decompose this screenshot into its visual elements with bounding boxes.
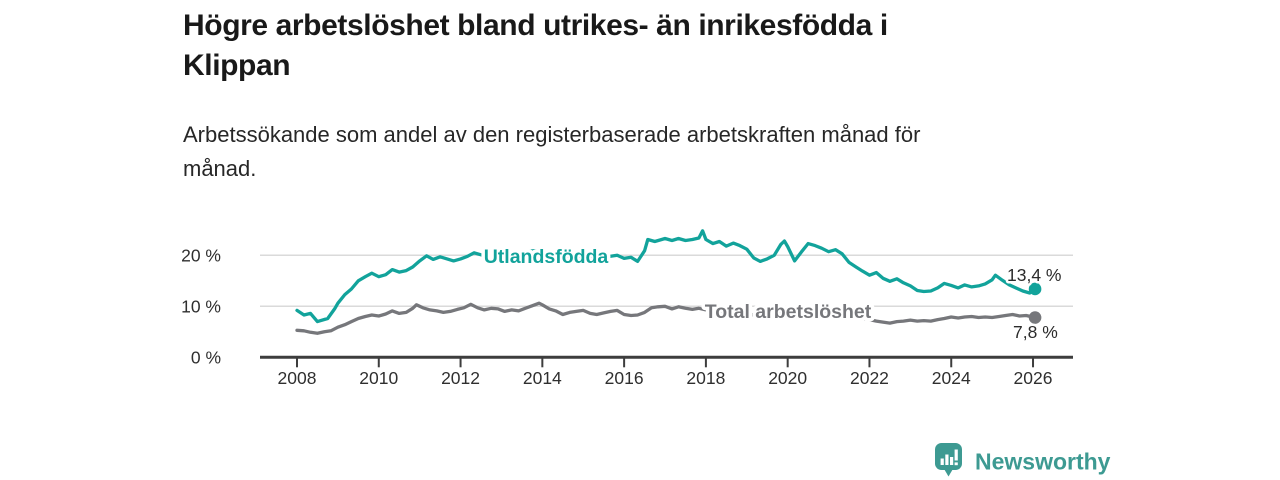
page-subtitle-line-1: Arbetssökande som andel av den registerb…: [183, 122, 921, 147]
series-end-dot-total: [1028, 311, 1042, 324]
page-title-line-2: Klippan: [183, 49, 291, 82]
x-axis-label-2008: 2008: [278, 368, 317, 388]
page-subtitle: Arbetssökande som andel av den registerb…: [183, 118, 1043, 186]
series-line-total: [295, 301, 1037, 335]
x-axis-label-2018: 2018: [686, 368, 725, 388]
y-axis-label-0: 0 %: [191, 347, 221, 367]
chart-series: [295, 229, 1042, 335]
page-title: Högre arbetslöshet bland utrikes- än inr…: [183, 6, 1083, 86]
x-axis-label-2016: 2016: [605, 368, 644, 388]
x-axis-label-2012: 2012: [441, 368, 480, 388]
x-axis: 2008 2010 2012 2014 2016 2018 2020 2022 2024 2026: [260, 355, 1073, 388]
newsworthy-logo: Newsworthy: [935, 443, 1111, 477]
series-end-value-utlandsfodda: 13,4 %: [1007, 265, 1061, 285]
series-inline-label-utlandsfodda: Utlandsfödda: [484, 246, 609, 268]
x-axis-label-2020: 2020: [768, 368, 807, 388]
series-end-dot-utlandsfodda: [1028, 282, 1042, 296]
x-axis-label-2022: 2022: [850, 368, 889, 388]
y-axis-label-20: 20 %: [181, 245, 221, 265]
x-axis-label-2024: 2024: [932, 368, 971, 388]
page-subtitle-line-2: månad.: [183, 156, 257, 181]
x-axis-label-2010: 2010: [359, 368, 398, 388]
x-axis-label-2026: 2026: [1014, 368, 1053, 388]
chart-labels: 0 % 10 % 20 % Utlandsfödda 13,4 % Total arbet…: [181, 243, 1064, 368]
y-axis-label-10: 10 %: [181, 296, 221, 316]
newsworthy-bars-speech-bubble-icon: [935, 443, 962, 477]
newsworthy-logo-text: Newsworthy: [975, 449, 1111, 475]
series-inline-label-total: Total arbetslöshet: [705, 301, 872, 323]
series-line-utlandsfodda: [295, 229, 1037, 324]
series-end-value-total: 7,8 %: [1013, 322, 1058, 342]
x-axis-label-2014: 2014: [523, 368, 562, 388]
gridlines: [260, 254, 1073, 308]
page-title-line-1: Högre arbetslöshet bland utrikes- än inr…: [183, 9, 888, 42]
